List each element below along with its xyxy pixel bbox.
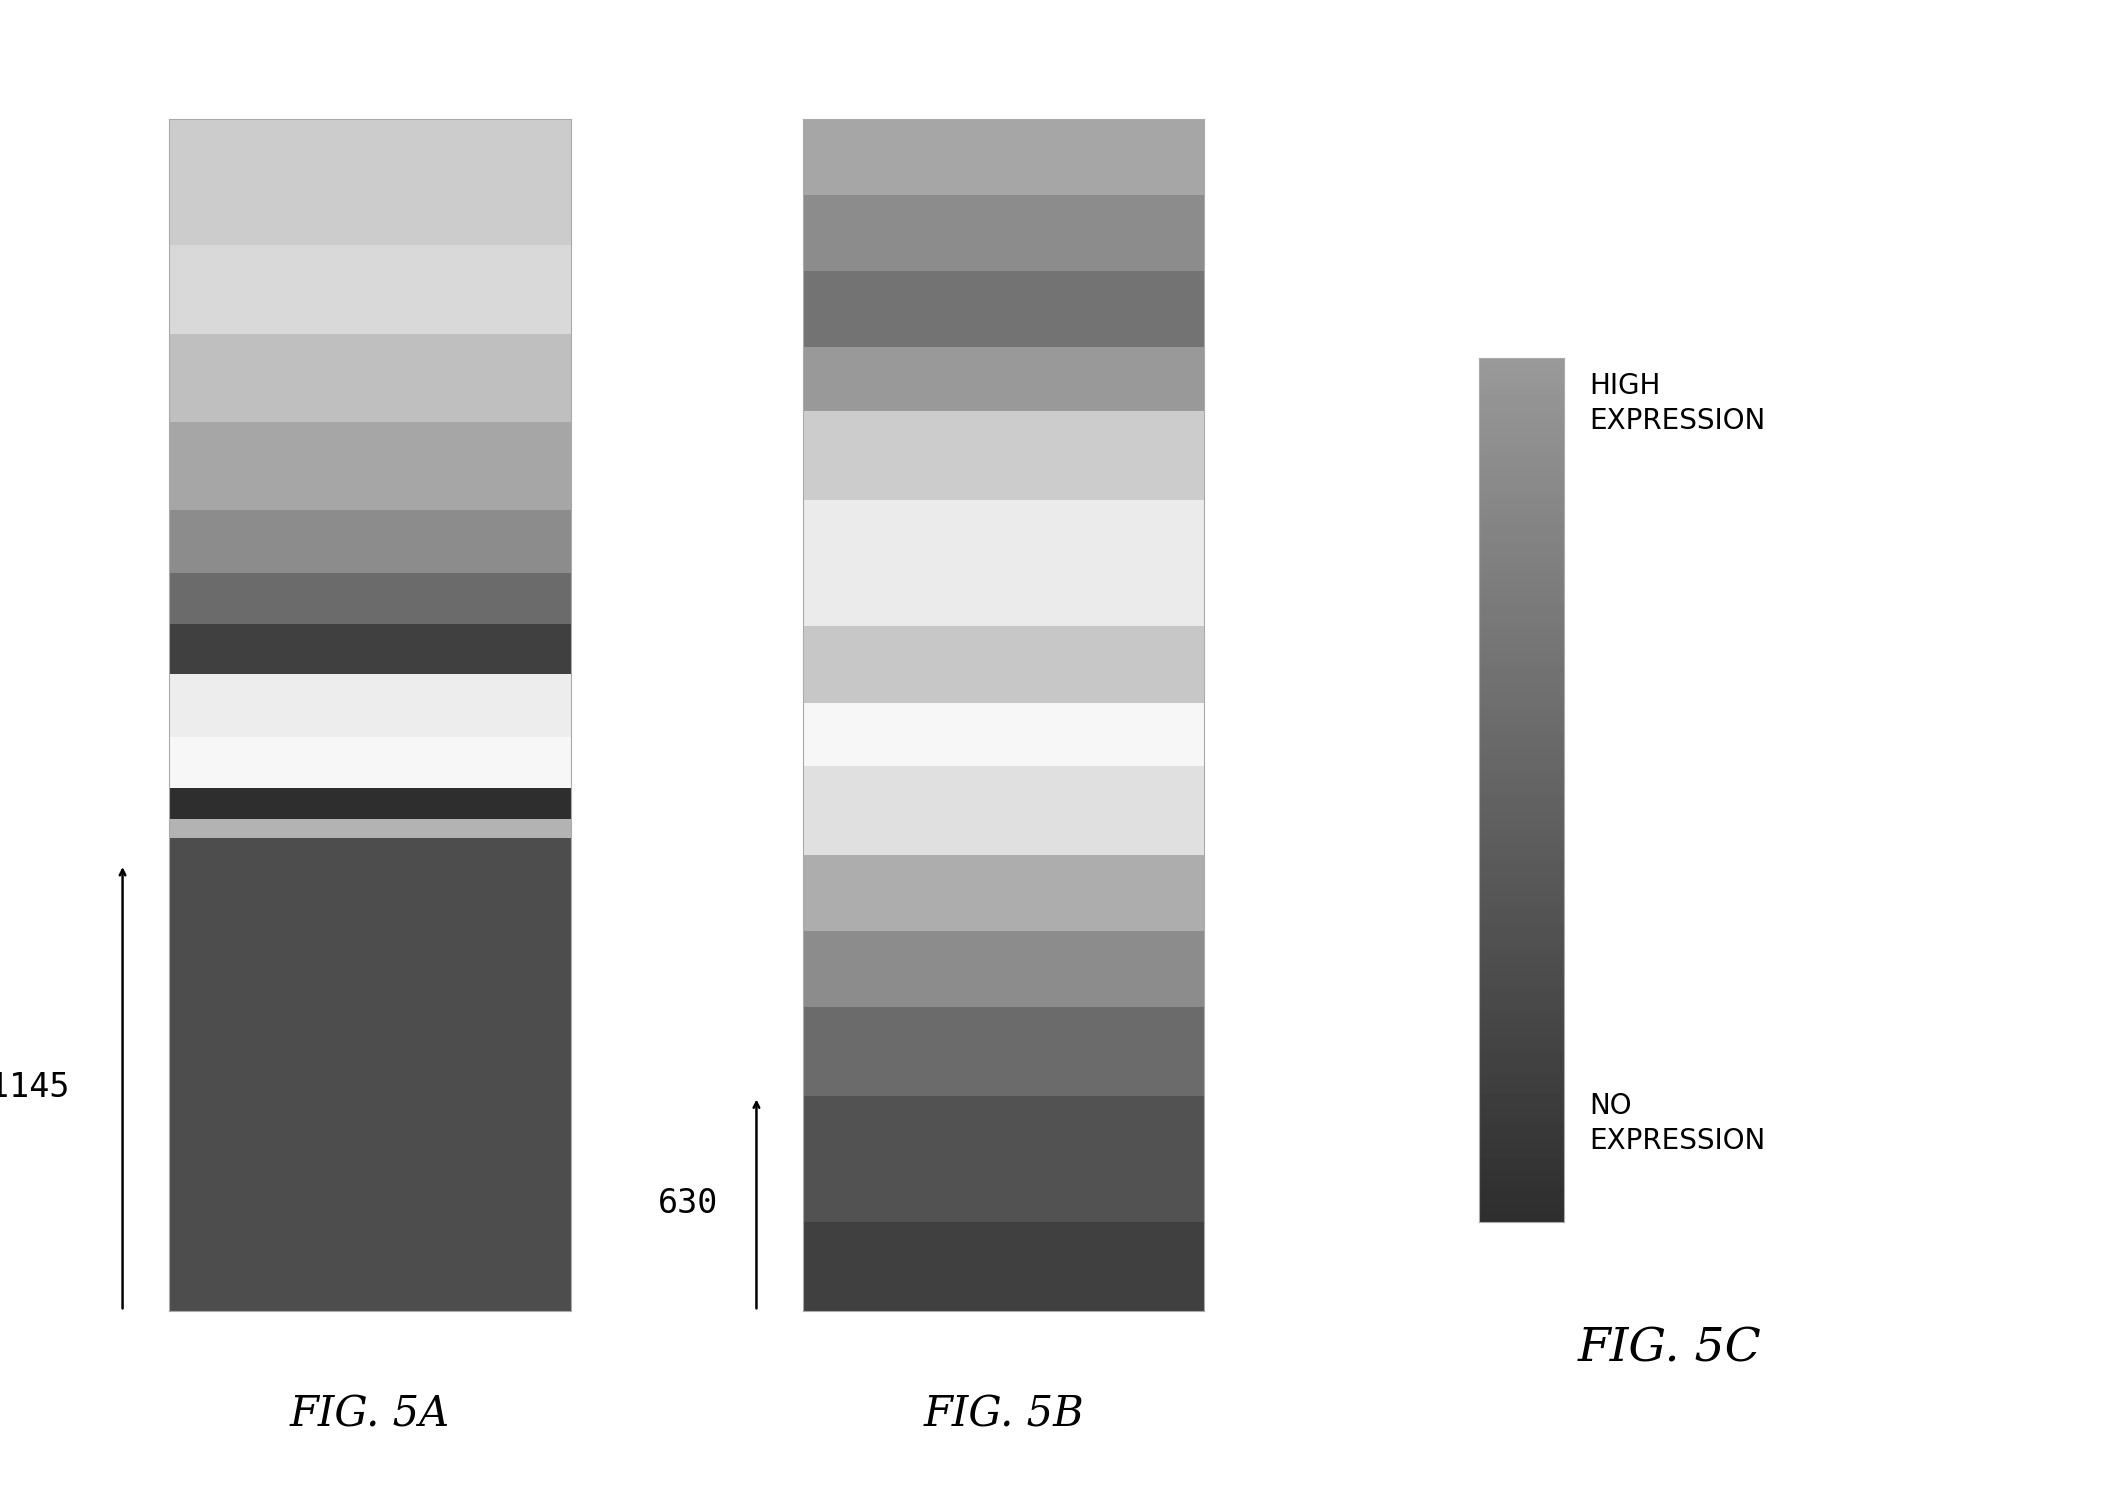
Bar xyxy=(803,499,1204,626)
Bar xyxy=(169,422,571,510)
Bar xyxy=(803,195,1204,271)
Bar xyxy=(803,119,1204,195)
Text: FIG. 5C: FIG. 5C xyxy=(1578,1326,1760,1371)
Text: FIG. 5B: FIG. 5B xyxy=(923,1393,1084,1435)
Bar xyxy=(169,119,571,246)
Bar xyxy=(169,820,571,839)
Text: HIGH
EXPRESSION: HIGH EXPRESSION xyxy=(1589,372,1764,435)
Bar xyxy=(169,574,571,624)
Text: FIG. 5A: FIG. 5A xyxy=(289,1393,450,1435)
Bar xyxy=(169,624,571,673)
Bar xyxy=(169,738,571,788)
Bar xyxy=(169,246,571,334)
Bar xyxy=(803,347,1204,411)
Bar xyxy=(803,702,1204,766)
Bar xyxy=(169,788,571,820)
Bar xyxy=(803,855,1204,931)
Bar xyxy=(803,931,1204,1007)
Bar xyxy=(803,766,1204,855)
Text: NO
EXPRESSION: NO EXPRESSION xyxy=(1589,1092,1764,1155)
Bar xyxy=(169,839,571,1311)
Bar xyxy=(169,510,571,574)
Bar xyxy=(169,673,571,738)
Bar xyxy=(803,1007,1204,1095)
Text: 1145: 1145 xyxy=(0,1071,70,1104)
Bar xyxy=(803,626,1204,702)
Bar xyxy=(803,1095,1204,1222)
Text: 630: 630 xyxy=(657,1188,718,1220)
Bar xyxy=(803,1222,1204,1311)
Bar xyxy=(803,271,1204,347)
Bar xyxy=(169,334,571,422)
Bar xyxy=(803,411,1204,499)
